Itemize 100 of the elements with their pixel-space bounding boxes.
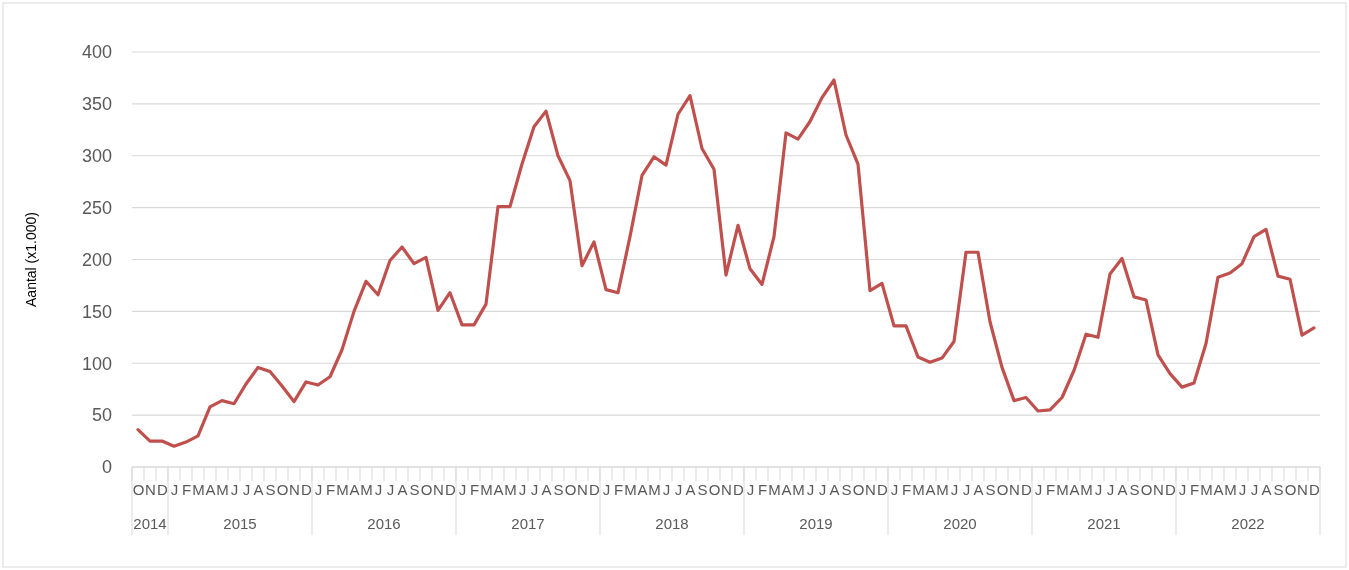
x-tick-label: F (901, 481, 911, 498)
x-tick-label: J (1178, 481, 1186, 498)
x-tick-label: J (458, 481, 466, 498)
x-tick-label: A (493, 481, 504, 498)
x-tick-label: A (1069, 481, 1080, 498)
y-tick-label: 350 (81, 94, 112, 115)
x-tick-label: A (1117, 481, 1128, 498)
x-tick-label: O (996, 481, 1008, 498)
x-tick-label: S (1129, 481, 1140, 498)
x-tick-label: J (314, 481, 322, 498)
x-tick-label: M (336, 481, 349, 498)
x-tick-label: J (806, 481, 814, 498)
x-tick-label: M (1080, 481, 1093, 498)
x-tick-label: S (697, 481, 708, 498)
line-series (136, 78, 1316, 448)
x-tick-label: F (1045, 481, 1055, 498)
x-tick-label: M (504, 481, 517, 498)
x-tick-label: A (397, 481, 408, 498)
x-tick-label: N (145, 481, 156, 498)
x-tick-label: M (192, 481, 205, 498)
x-tick-label: A (1213, 481, 1224, 498)
x-tick-label: A (1261, 481, 1272, 498)
x-tick-label: D (1165, 481, 1177, 498)
x-tick-label: J (1034, 481, 1042, 498)
x-tick-label: N (433, 481, 444, 498)
x-tick-label: S (409, 481, 420, 498)
x-tick-label: A (829, 481, 840, 498)
x-tick-label: N (865, 481, 876, 498)
y-tick-label: 150 (81, 301, 112, 322)
x-tick-label: J (530, 481, 538, 498)
x-tick-label: M (912, 481, 925, 498)
x-tick-label: S (265, 481, 276, 498)
text: 2022 (1231, 515, 1265, 532)
x-tick-label: D (733, 481, 745, 498)
x-tick-label: J (746, 481, 754, 498)
x-tick-label: J (674, 481, 682, 498)
x-tick-label: D (1021, 481, 1033, 498)
x-tick-label: J (950, 481, 958, 498)
x-tick-label: F (469, 481, 479, 498)
x-tick-label: M (624, 481, 637, 498)
x-tick-label: J (1094, 481, 1102, 498)
text: 2021 (1087, 515, 1121, 532)
x-tick-label: A (349, 481, 360, 498)
x-tick-label: S (553, 481, 564, 498)
text: 2019 (799, 515, 833, 532)
x-tick-label: M (648, 481, 661, 498)
x-tick-label: S (1273, 481, 1284, 498)
y-axis-title: Aantal (x1.000) (23, 212, 39, 307)
y-tick-label: 100 (81, 353, 112, 374)
x-tick-label: M (792, 481, 805, 498)
text: 2015 (223, 515, 257, 532)
x-tick-label: A (253, 481, 264, 498)
y-tick-label: 0 (101, 457, 112, 478)
x-tick-label: M (216, 481, 229, 498)
x-tick-label: D (877, 481, 889, 498)
x-tick-label: D (1309, 481, 1321, 498)
x-tick-label: D (157, 481, 169, 498)
x-tick-label: O (1284, 481, 1296, 498)
x-tick-label: A (973, 481, 984, 498)
y-tick-label: 50 (91, 405, 112, 426)
x-tick-label: A (685, 481, 696, 498)
x-tick-label: O (276, 481, 288, 498)
x-tick-label: J (818, 481, 826, 498)
x-tick-label: O (420, 481, 432, 498)
x-tick-label: N (1009, 481, 1020, 498)
x-tick-label: O (564, 481, 576, 498)
x-tick-label: A (541, 481, 552, 498)
text: 2020 (943, 515, 977, 532)
y-tick-label: 250 (81, 197, 112, 218)
x-tick-label: M (1200, 481, 1213, 498)
x-tick-label: D (589, 481, 601, 498)
x-tick-label: O (132, 481, 144, 498)
x-tick-label: M (1224, 481, 1237, 498)
x-tick-label: D (445, 481, 457, 498)
x-tick-label: J (374, 481, 382, 498)
text: 2016 (367, 515, 401, 532)
x-tick-label: J (230, 481, 238, 498)
x-tick-label: A (637, 481, 648, 498)
x-tick-label: J (1238, 481, 1246, 498)
x-tick-label: J (962, 481, 970, 498)
x-tick-label: M (360, 481, 373, 498)
x-tick-label: N (721, 481, 732, 498)
x-tick-label: F (613, 481, 623, 498)
x-tick-label: F (181, 481, 191, 498)
x-tick-label: A (781, 481, 792, 498)
x-tick-label: N (289, 481, 300, 498)
text: 2017 (511, 515, 545, 532)
y-tick-label: 200 (81, 249, 112, 270)
x-tick-label: J (602, 481, 610, 498)
y-tick-label: 300 (81, 146, 112, 167)
x-tick-label: J (662, 481, 670, 498)
x-tick-label: M (768, 481, 781, 498)
x-tick-label: M (1056, 481, 1069, 498)
x-tick-label: N (1153, 481, 1164, 498)
x-tick-label: A (925, 481, 936, 498)
x-tick-label: O (852, 481, 864, 498)
y-tick-label: 400 (81, 42, 112, 63)
x-tick-label: F (1189, 481, 1199, 498)
x-tick-label: D (301, 481, 313, 498)
x-tick-label: N (577, 481, 588, 498)
